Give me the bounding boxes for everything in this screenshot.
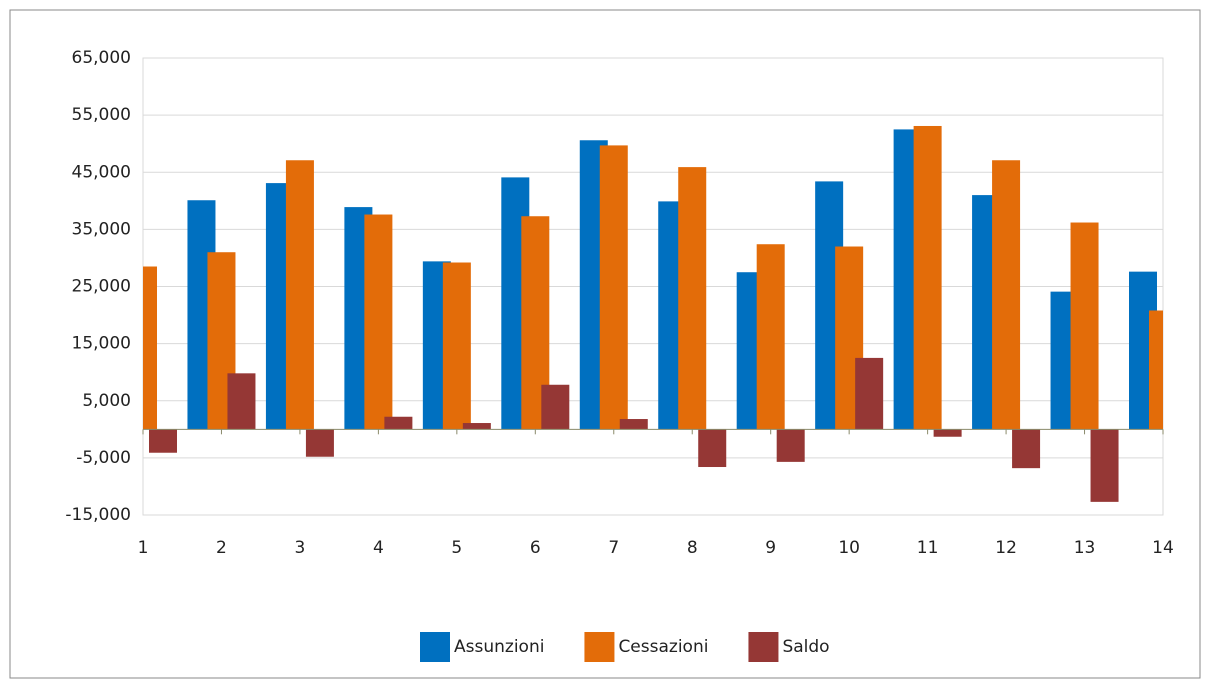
x-tick-label: 7 [608, 538, 619, 558]
bar [933, 429, 962, 437]
y-tick-label: -15,000 [65, 505, 131, 525]
y-tick-label: -5,000 [76, 448, 131, 468]
y-tick-label: 55,000 [72, 105, 131, 125]
bar [1070, 222, 1099, 430]
bar [227, 373, 256, 430]
bar [776, 429, 805, 462]
x-tick-label: 5 [451, 538, 462, 558]
x-tick-label: 4 [373, 538, 384, 558]
bar [992, 160, 1021, 430]
x-tick-label: 2 [216, 538, 227, 558]
x-tick-label: 3 [295, 538, 306, 558]
legend-label: Cessazioni [618, 637, 708, 657]
bar [143, 266, 157, 430]
legend-label: Saldo [782, 637, 829, 657]
x-tick-label: 12 [995, 538, 1017, 558]
bar [442, 262, 471, 430]
bar [756, 244, 785, 430]
bar [913, 125, 942, 430]
x-tick-label: 6 [530, 538, 541, 558]
y-tick-label: 45,000 [72, 162, 131, 182]
bar [285, 160, 314, 430]
x-tick-label: 1 [138, 538, 149, 558]
x-tick-label: 8 [687, 538, 698, 558]
legend-label: Assunzioni [454, 637, 544, 657]
bar [599, 145, 628, 430]
bar [678, 167, 707, 430]
bar [364, 214, 393, 430]
y-tick-label: 35,000 [72, 219, 131, 239]
legend-swatch [584, 632, 615, 662]
bar [619, 419, 648, 430]
x-tick-label: 13 [1074, 538, 1096, 558]
y-tick-label: 5,000 [82, 391, 131, 411]
bar [1090, 429, 1119, 502]
x-tick-label: 10 [838, 538, 860, 558]
bar [855, 357, 884, 430]
y-tick-label: 15,000 [72, 334, 131, 354]
legend-swatch [748, 632, 779, 662]
bar [384, 416, 413, 430]
y-tick-label: 65,000 [72, 48, 131, 68]
x-tick-label: 11 [917, 538, 939, 558]
bar [149, 429, 177, 453]
bar [305, 429, 334, 457]
bar [462, 423, 491, 430]
bar [698, 429, 727, 468]
x-tick-label: 14 [1152, 538, 1174, 558]
bar [1149, 310, 1163, 430]
legend-swatch [420, 632, 450, 662]
bar [1012, 429, 1041, 469]
bars [143, 125, 1163, 502]
y-tick-label: 25,000 [72, 277, 131, 297]
bar [541, 384, 570, 430]
x-tick-label: 9 [765, 538, 776, 558]
